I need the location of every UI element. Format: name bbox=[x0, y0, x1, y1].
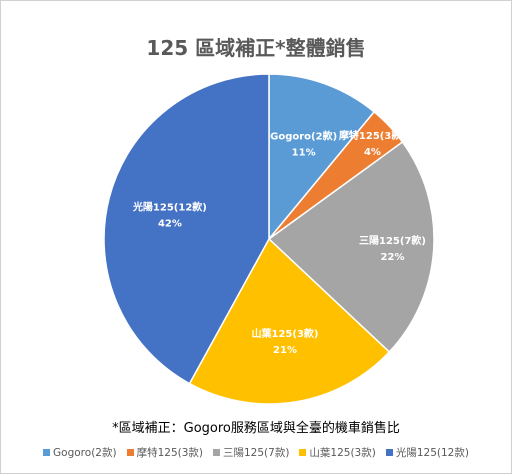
pie-slice bbox=[267, 140, 435, 354]
pie-slice bbox=[103, 73, 270, 385]
legend-label: Gogoro(2款) bbox=[53, 447, 117, 459]
legend-label: 三陽125(7款) bbox=[223, 447, 290, 459]
legend-swatch bbox=[213, 449, 220, 456]
slice-percent-label: 42% bbox=[158, 219, 182, 230]
legend-item: 摩特125(3款) bbox=[126, 445, 203, 460]
legend-item: 山葉125(3款) bbox=[299, 445, 376, 460]
chart-title: 125 區域補正*整體銷售 bbox=[146, 36, 366, 60]
slice-name-label: 三陽125(7款) bbox=[359, 234, 426, 247]
slice-name-label: 山葉125(3款) bbox=[252, 327, 319, 340]
chart-note: *區域補正：Gogoro服務區域與全臺的機車銷售比 bbox=[112, 421, 400, 436]
legend-label: 山葉125(3款) bbox=[309, 447, 376, 459]
pie-slice bbox=[268, 73, 376, 242]
slice-percent-label: 4% bbox=[364, 147, 381, 158]
legend-item: 三陽125(7款) bbox=[213, 445, 289, 460]
legend-label: 摩特125(3款) bbox=[136, 447, 203, 459]
pie-slice bbox=[188, 237, 391, 405]
slice-name-label: 光陽125(12款) bbox=[132, 201, 207, 214]
legend: Gogoro(2款) 摩特125(3款) 三陽125(7款) 山葉125(3款) 光陽1… bbox=[0, 445, 512, 460]
legend-item: 光陽125(12款) bbox=[385, 445, 469, 460]
legend-label: 光陽125(12款) bbox=[395, 447, 469, 459]
slice-percent-label: 11% bbox=[292, 148, 316, 159]
slice-name-label: Gogoro(2款) bbox=[270, 130, 337, 143]
legend-item: Gogoro(2款) bbox=[43, 445, 117, 460]
slice-percent-label: 21% bbox=[273, 345, 297, 356]
legend-swatch bbox=[126, 449, 134, 456]
slice-name-label: 摩特125(3款) bbox=[339, 129, 406, 142]
slice-percent-label: 22% bbox=[381, 252, 405, 263]
legend-swatch bbox=[43, 449, 51, 456]
legend-swatch bbox=[299, 449, 307, 456]
legend-swatch bbox=[385, 449, 393, 456]
